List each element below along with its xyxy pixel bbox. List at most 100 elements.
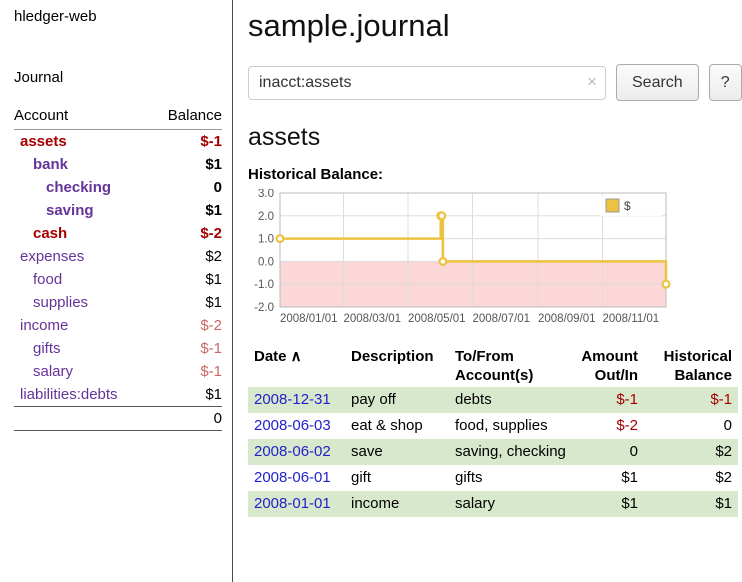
register-row: 2008-01-01 income salary $1 $1 bbox=[248, 491, 738, 517]
account-link-food[interactable]: food bbox=[33, 271, 63, 288]
account-balance: $1 bbox=[205, 202, 222, 219]
svg-text:2008/05/01: 2008/05/01 bbox=[408, 313, 466, 325]
register-amount: $-2 bbox=[616, 417, 638, 434]
account-row: bank $1 bbox=[14, 153, 222, 176]
account-row: food $1 bbox=[14, 268, 222, 291]
account-link-supplies[interactable]: supplies bbox=[33, 294, 89, 311]
register-balance: 0 bbox=[723, 417, 732, 434]
svg-text:-1.0: -1.0 bbox=[254, 279, 274, 291]
register-description: save bbox=[351, 443, 383, 460]
clear-search-icon[interactable]: × bbox=[587, 71, 597, 91]
account-row: expenses $2 bbox=[14, 245, 222, 268]
svg-text:0.0: 0.0 bbox=[258, 256, 274, 268]
accounts-total-spacer bbox=[14, 406, 151, 431]
register-date-link[interactable]: 2008-01-01 bbox=[254, 495, 331, 512]
register-date-link[interactable]: 2008-06-01 bbox=[254, 469, 331, 486]
accounts-header-account: Account bbox=[14, 104, 151, 130]
account-balance: $-1 bbox=[200, 340, 222, 357]
account-link-saving[interactable]: saving bbox=[46, 202, 94, 219]
register-header-row: Date ∧ Description To/From Account(s) Amount… bbox=[248, 345, 738, 387]
register-amount: $1 bbox=[621, 469, 638, 486]
account-row: salary $-1 bbox=[14, 360, 222, 383]
account-link-bank[interactable]: bank bbox=[33, 156, 69, 173]
account-balance: $-1 bbox=[200, 363, 222, 380]
page-title: sample.journal bbox=[248, 8, 450, 43]
accounts-table: Account Balance assets $-1 bank $1 checking 0… bbox=[14, 104, 222, 431]
svg-text:-2.0: -2.0 bbox=[254, 302, 274, 314]
account-link-gifts[interactable]: gifts bbox=[33, 340, 61, 357]
register-amount: $1 bbox=[621, 495, 638, 512]
register-balance: $1 bbox=[715, 495, 732, 512]
account-link-income[interactable]: income bbox=[20, 317, 69, 334]
register-row: 2008-06-03 eat & shop food, supplies $-2 0 bbox=[248, 413, 738, 439]
register-description: pay off bbox=[351, 391, 396, 408]
account-link-checking[interactable]: checking bbox=[46, 179, 112, 196]
app-title-link[interactable]: hledger-web bbox=[14, 8, 97, 25]
accounts-header-row: Account Balance bbox=[14, 104, 222, 130]
account-balance: $2 bbox=[205, 248, 222, 265]
svg-text:3.0: 3.0 bbox=[258, 189, 274, 200]
account-row: income $-2 bbox=[14, 314, 222, 337]
account-balance: $1 bbox=[205, 271, 222, 288]
register-header-historical: Historical Balance bbox=[663, 348, 732, 384]
register-date-link[interactable]: 2008-06-02 bbox=[254, 443, 331, 460]
register-row: 2008-12-31 pay off debts $-1 $-1 bbox=[248, 387, 738, 413]
account-row: supplies $1 bbox=[14, 291, 222, 314]
account-balance: $1 bbox=[205, 156, 222, 173]
account-balance: 0 bbox=[213, 179, 222, 196]
register-header-description: Description bbox=[351, 348, 434, 365]
account-heading: assets bbox=[248, 123, 321, 151]
svg-text:2008/07/01: 2008/07/01 bbox=[473, 313, 531, 325]
chart-title: Historical Balance: bbox=[248, 166, 384, 183]
account-row: cash $-2 bbox=[14, 222, 222, 245]
account-row: checking 0 bbox=[14, 176, 222, 199]
register-table: Date ∧ Description To/From Account(s) Amount… bbox=[248, 345, 738, 517]
accounts-total-value: 0 bbox=[150, 406, 222, 431]
search-input[interactable] bbox=[248, 65, 606, 100]
historical-balance-chart: $3.0 2.0 1.0 0.0 -1.0 -2.0 2008/01/01 2008/03/0… bbox=[248, 188, 672, 329]
sort-ascending-icon: ∧ bbox=[286, 348, 302, 365]
register-accounts: gifts bbox=[455, 469, 483, 486]
register-date-link[interactable]: 2008-12-31 bbox=[254, 391, 331, 408]
register-description: eat & shop bbox=[351, 417, 423, 434]
register-date-link[interactable]: 2008-06-03 bbox=[254, 417, 331, 434]
register-balance: $2 bbox=[715, 469, 732, 486]
search-button[interactable]: Search bbox=[616, 64, 699, 101]
account-balance: $-1 bbox=[200, 133, 222, 150]
register-description: gift bbox=[351, 469, 372, 486]
account-row: saving $1 bbox=[14, 199, 222, 222]
svg-text:2008/03/01: 2008/03/01 bbox=[344, 313, 402, 325]
sidebar: hledger-web Journal Account Balance asse… bbox=[0, 0, 233, 582]
search-row: × Search ? bbox=[248, 64, 742, 101]
svg-text:2.0: 2.0 bbox=[258, 211, 274, 223]
account-row: assets $-1 bbox=[14, 130, 222, 154]
register-header-date[interactable]: Date ∧ bbox=[254, 348, 302, 365]
register-balance: $2 bbox=[715, 443, 732, 460]
svg-text:2008/01/01: 2008/01/01 bbox=[280, 313, 338, 325]
account-link-salary[interactable]: salary bbox=[33, 363, 74, 380]
register-description: income bbox=[351, 495, 400, 512]
search-box: × bbox=[248, 65, 606, 100]
accounts-total-row: 0 bbox=[14, 406, 222, 431]
main-content: sample.journal × Search ? assets Histori… bbox=[233, 0, 742, 582]
account-link-assets[interactable]: assets bbox=[20, 133, 67, 150]
account-balance: $-2 bbox=[200, 225, 222, 242]
account-row: gifts $-1 bbox=[14, 337, 222, 360]
account-link-liabilities-debts[interactable]: liabilities:debts bbox=[20, 386, 118, 403]
svg-text:1.0: 1.0 bbox=[258, 234, 274, 246]
nav-journal-link[interactable]: Journal bbox=[14, 69, 64, 86]
svg-text:$: $ bbox=[624, 199, 631, 213]
svg-text:2008/11/01: 2008/11/01 bbox=[603, 313, 660, 325]
register-row: 2008-06-01 gift gifts $1 $2 bbox=[248, 465, 738, 491]
svg-text:2008/09/01: 2008/09/01 bbox=[538, 313, 596, 325]
register-amount: 0 bbox=[629, 443, 638, 460]
register-accounts: salary bbox=[455, 495, 496, 512]
register-accounts: saving, checking bbox=[455, 443, 566, 460]
accounts-header-balance: Balance bbox=[150, 104, 222, 130]
account-link-cash[interactable]: cash bbox=[33, 225, 68, 242]
register-header-amount: Amount Out/In bbox=[581, 348, 638, 384]
help-button[interactable]: ? bbox=[708, 64, 742, 101]
register-balance: $-1 bbox=[710, 391, 732, 408]
account-link-expenses[interactable]: expenses bbox=[20, 248, 85, 265]
